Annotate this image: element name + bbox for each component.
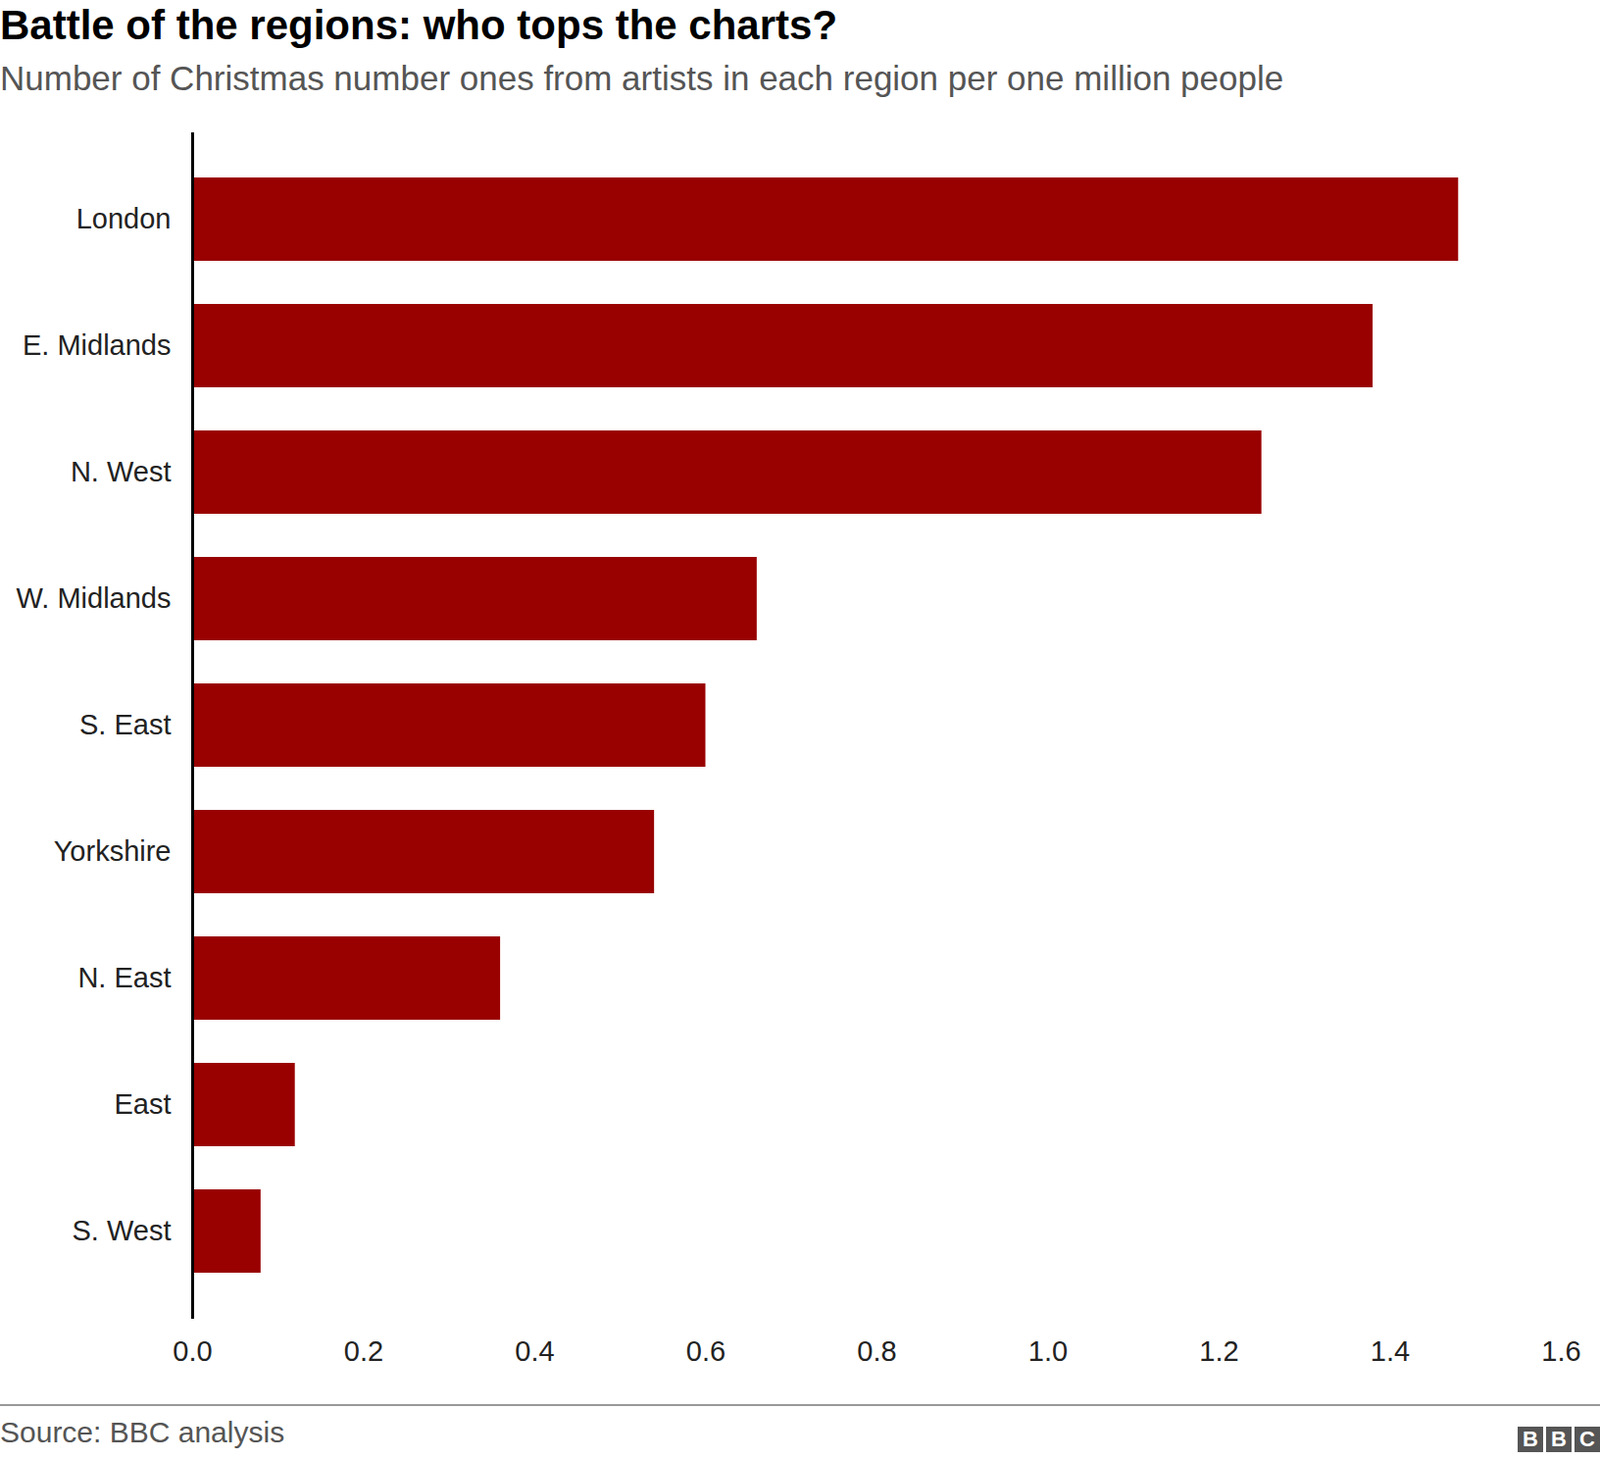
svg-text:0.2: 0.2 <box>344 1335 384 1367</box>
html-text:Source: BBC analysis: Source: BBC analysis <box>0 1415 285 1449</box>
svg-text:N. West: N. West <box>70 455 172 488</box>
svg-text:E. Midlands: E. Midlands <box>22 329 172 361</box>
svg-text:London: London <box>76 202 172 235</box>
svg-text:1.0: 1.0 <box>1028 1335 1068 1367</box>
html-text:Battle of the regions: who top: Battle of the regions: who tops the char… <box>0 1 838 49</box>
html-text:Number of Christmas number one: Number of Christmas number ones from art… <box>0 58 1284 98</box>
svg-text:W. Midlands: W. Midlands <box>16 582 172 614</box>
svg-text:0.8: 0.8 <box>856 1335 897 1367</box>
svg-text:1.2: 1.2 <box>1199 1335 1239 1367</box>
html-text:B: B <box>1550 1426 1567 1451</box>
svg-text:1.4: 1.4 <box>1370 1335 1410 1367</box>
svg-text:1.6: 1.6 <box>1541 1335 1581 1367</box>
svg-text:Yorkshire: Yorkshire <box>53 835 172 867</box>
svg-text:N. East: N. East <box>77 961 171 994</box>
svg-text:East: East <box>113 1088 171 1120</box>
svg-text:S. West: S. West <box>72 1214 172 1247</box>
html-text:B: B <box>1522 1426 1539 1451</box>
svg-text:0.6: 0.6 <box>686 1335 726 1367</box>
svg-text:S. East: S. East <box>79 708 172 741</box>
html-text:C: C <box>1579 1426 1595 1451</box>
svg-text:0.4: 0.4 <box>514 1335 554 1367</box>
svg-text:0.0: 0.0 <box>172 1335 212 1367</box>
